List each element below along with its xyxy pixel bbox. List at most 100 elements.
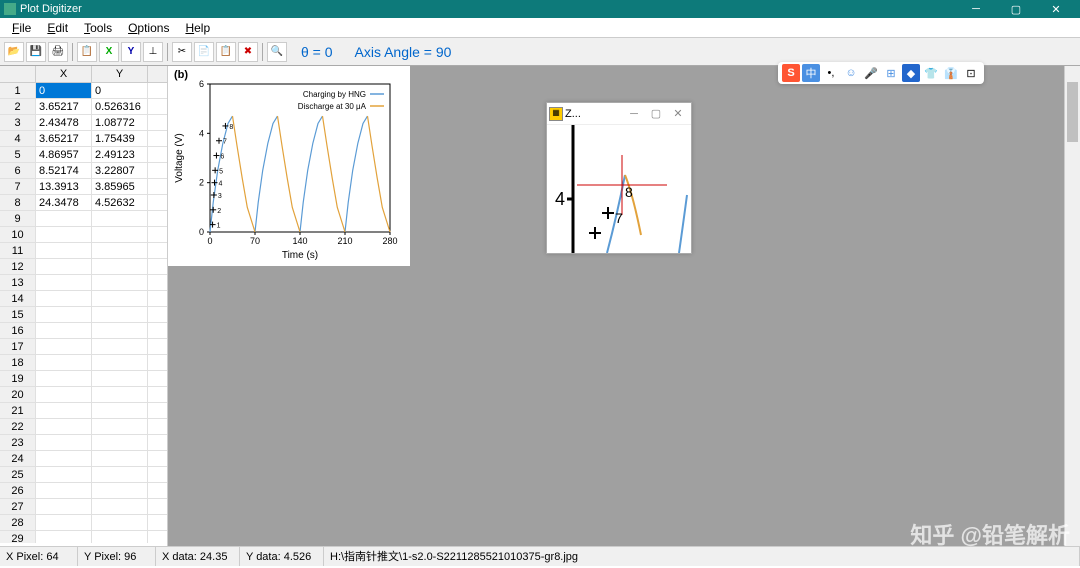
table-row[interactable]: 15 xyxy=(0,307,167,323)
cell-x[interactable]: 13.3913 xyxy=(36,179,92,194)
cell-y[interactable]: 0 xyxy=(92,83,148,98)
cut-button[interactable]: ✂ xyxy=(172,42,192,62)
cell-x[interactable] xyxy=(36,515,92,530)
menu-file[interactable]: File xyxy=(4,19,39,37)
cell-x[interactable] xyxy=(36,435,92,450)
table-row[interactable]: 29 xyxy=(0,531,167,543)
cell-y[interactable] xyxy=(92,323,148,338)
cell-y[interactable] xyxy=(92,211,148,226)
zoom-min-button[interactable]: ─ xyxy=(623,108,645,120)
cell-x[interactable]: 8.52174 xyxy=(36,163,92,178)
open-button[interactable]: 📂 xyxy=(4,42,24,62)
table-row[interactable]: 54.869572.49123 xyxy=(0,147,167,163)
copy-button[interactable]: 📄 xyxy=(194,42,214,62)
cell-x[interactable] xyxy=(36,227,92,242)
table-row[interactable]: 25 xyxy=(0,467,167,483)
ime-s-icon[interactable]: S xyxy=(782,64,800,82)
cell-x[interactable] xyxy=(36,403,92,418)
cell-y[interactable] xyxy=(92,451,148,466)
cell-y[interactable] xyxy=(92,307,148,322)
grid-header-x[interactable]: X xyxy=(36,66,92,82)
cell-y[interactable] xyxy=(92,403,148,418)
zoom-window[interactable]: ▦ Z... ─ ▢ ✕ 478 xyxy=(546,102,692,254)
cell-y[interactable]: 1.75439 xyxy=(92,131,148,146)
cell-y[interactable] xyxy=(92,531,148,543)
delete-button[interactable]: ✖ xyxy=(238,42,258,62)
cell-x[interactable]: 3.65217 xyxy=(36,99,92,114)
cell-y[interactable] xyxy=(92,483,148,498)
ime-hanger-icon[interactable]: ⊡ xyxy=(962,64,980,82)
cell-x[interactable] xyxy=(36,259,92,274)
cell-x[interactable]: 3.65217 xyxy=(36,131,92,146)
ime-bar[interactable]: S 中 •, ☺ 🎤 ⊞ ◆ 👕 👔 ⊡ xyxy=(778,62,984,84)
cell-x[interactable] xyxy=(36,323,92,338)
table-row[interactable]: 19 xyxy=(0,371,167,387)
cell-y[interactable] xyxy=(92,387,148,402)
table-row[interactable]: 18 xyxy=(0,355,167,371)
table-row[interactable]: 14 xyxy=(0,291,167,307)
table-row[interactable]: 26 xyxy=(0,483,167,499)
chart-image[interactable]: (b)0246070140210280Time (s)Voltage (V)Ch… xyxy=(168,66,410,266)
cell-x[interactable] xyxy=(36,339,92,354)
table-row[interactable]: 32.434781.08772 xyxy=(0,115,167,131)
cell-x[interactable] xyxy=(36,483,92,498)
zoom-titlebar[interactable]: ▦ Z... ─ ▢ ✕ xyxy=(547,103,691,125)
ime-face-icon[interactable]: ☺ xyxy=(842,64,860,82)
grid-body[interactable]: 10023.652170.52631632.434781.0877243.652… xyxy=(0,83,167,543)
cell-x[interactable] xyxy=(36,419,92,434)
scrollbar-vertical[interactable] xyxy=(1064,66,1080,546)
zoom-close-button[interactable]: ✕ xyxy=(667,107,689,120)
x-axis-button[interactable]: X xyxy=(99,42,119,62)
cell-y[interactable] xyxy=(92,467,148,482)
paste2-button[interactable]: 📋 xyxy=(216,42,236,62)
main-panel[interactable]: (b)0246070140210280Time (s)Voltage (V)Ch… xyxy=(168,66,1080,546)
cell-y[interactable]: 0.526316 xyxy=(92,99,148,114)
paste-button[interactable]: 📋 xyxy=(77,42,97,62)
ime-person-icon[interactable]: 👕 xyxy=(922,64,940,82)
cell-x[interactable] xyxy=(36,355,92,370)
table-row[interactable]: 100 xyxy=(0,83,167,99)
cell-x[interactable] xyxy=(36,275,92,290)
zoom-max-button[interactable]: ▢ xyxy=(645,107,667,120)
ime-shirt-icon[interactable]: 👔 xyxy=(942,64,960,82)
cell-y[interactable]: 3.85965 xyxy=(92,179,148,194)
table-row[interactable]: 27 xyxy=(0,499,167,515)
table-row[interactable]: 23.652170.526316 xyxy=(0,99,167,115)
cell-x[interactable] xyxy=(36,243,92,258)
cell-x[interactable] xyxy=(36,531,92,543)
table-row[interactable]: 28 xyxy=(0,515,167,531)
table-row[interactable]: 16 xyxy=(0,323,167,339)
maximize-button[interactable]: ▢ xyxy=(996,0,1036,18)
save-button[interactable]: 💾 xyxy=(26,42,46,62)
cell-x[interactable] xyxy=(36,451,92,466)
cell-y[interactable] xyxy=(92,355,148,370)
menu-edit[interactable]: Edit xyxy=(39,19,76,37)
table-row[interactable]: 22 xyxy=(0,419,167,435)
table-row[interactable]: 43.652171.75439 xyxy=(0,131,167,147)
cell-y[interactable]: 3.22807 xyxy=(92,163,148,178)
cell-y[interactable]: 2.49123 xyxy=(92,147,148,162)
axis-button[interactable]: ⊥ xyxy=(143,42,163,62)
table-row[interactable]: 17 xyxy=(0,339,167,355)
table-row[interactable]: 12 xyxy=(0,259,167,275)
cell-y[interactable] xyxy=(92,515,148,530)
table-row[interactable]: 713.39133.85965 xyxy=(0,179,167,195)
cell-y[interactable] xyxy=(92,419,148,434)
cell-y[interactable] xyxy=(92,435,148,450)
zoom-button[interactable]: 🔍 xyxy=(267,42,287,62)
ime-punct-icon[interactable]: •, xyxy=(822,64,840,82)
cell-x[interactable] xyxy=(36,211,92,226)
table-row[interactable]: 824.34784.52632 xyxy=(0,195,167,211)
menu-options[interactable]: Options xyxy=(120,19,177,37)
cell-x[interactable]: 2.43478 xyxy=(36,115,92,130)
ime-mic-icon[interactable]: 🎤 xyxy=(862,64,880,82)
cell-y[interactable] xyxy=(92,291,148,306)
y-axis-button[interactable]: Y xyxy=(121,42,141,62)
table-row[interactable]: 10 xyxy=(0,227,167,243)
cell-y[interactable] xyxy=(92,227,148,242)
cell-x[interactable] xyxy=(36,387,92,402)
table-row[interactable]: 23 xyxy=(0,435,167,451)
cell-x[interactable] xyxy=(36,307,92,322)
cell-y[interactable] xyxy=(92,243,148,258)
cell-x[interactable]: 24.3478 xyxy=(36,195,92,210)
